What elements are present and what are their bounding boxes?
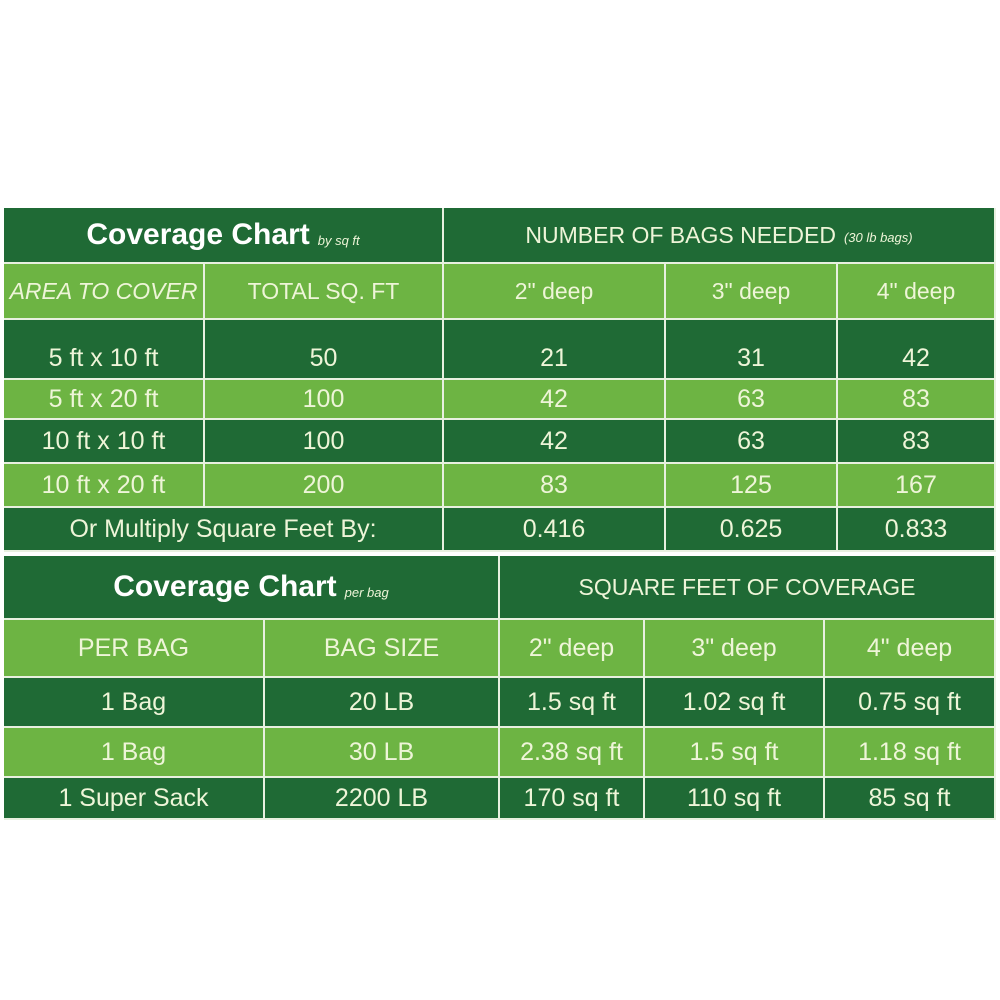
- table-cell: 5 ft x 20 ft: [4, 380, 205, 420]
- chart-subtitle: by sq ft: [317, 232, 360, 248]
- table-cell: 1 Super Sack: [4, 778, 265, 820]
- column-header: 4" deep: [838, 264, 996, 320]
- table-cell: 42: [444, 380, 666, 420]
- table-cell: 1 Bag: [4, 678, 265, 728]
- multiplier-value: 0.833: [838, 508, 996, 552]
- table-cell: 1 Bag: [4, 728, 265, 778]
- table-cell: 1.5 sq ft: [645, 728, 825, 778]
- table-cell: 100: [205, 380, 444, 420]
- table-cell: 83: [838, 380, 996, 420]
- column-header: 2" deep: [444, 264, 666, 320]
- group-header-sub: (30 lb bags): [843, 229, 913, 245]
- column-header: 2" deep: [500, 620, 645, 678]
- table-cell: 2.38 sq ft: [500, 728, 645, 778]
- table-cell: 1.02 sq ft: [645, 678, 825, 728]
- multiplier-label: Or Multiply Square Feet By:: [4, 508, 444, 552]
- table-cell: 10 ft x 20 ft: [4, 464, 205, 508]
- table-cell: 1.18 sq ft: [825, 728, 996, 778]
- table-cell: 10 ft x 10 ft: [4, 420, 205, 464]
- table-cell: 63: [666, 380, 838, 420]
- table-cell: 110 sq ft: [645, 778, 825, 820]
- table-cell: 42: [838, 320, 996, 380]
- table-cell: 1.5 sq ft: [500, 678, 645, 728]
- table-cell: 85 sq ft: [825, 778, 996, 820]
- table-cell: 30 LB: [265, 728, 500, 778]
- column-header: 3" deep: [645, 620, 825, 678]
- chart-title: Coverage Chart: [113, 570, 337, 603]
- table-cell: 63: [666, 420, 838, 464]
- table-cell: 100: [205, 420, 444, 464]
- table-cell: 0.75 sq ft: [825, 678, 996, 728]
- table-cell: 31: [666, 320, 838, 380]
- table-cell: 5 ft x 10 ft: [4, 320, 205, 380]
- column-header: 4" deep: [825, 620, 996, 678]
- column-header: BAG SIZE: [265, 620, 500, 678]
- table-cell: 50: [205, 320, 444, 380]
- table-cell: 83: [444, 464, 666, 508]
- chart2-title-cell: Coverage Chart per bag: [4, 556, 500, 620]
- column-header: AREA TO COVER: [4, 264, 205, 320]
- chart2-group-header: SQUARE FEET OF COVERAGE: [500, 556, 996, 620]
- table-cell: 170 sq ft: [500, 778, 645, 820]
- table-cell: 21: [444, 320, 666, 380]
- table-cell: 125: [666, 464, 838, 508]
- chart1-group-header: NUMBER OF BAGS NEEDED (30 lb bags): [444, 208, 996, 264]
- table-cell: 42: [444, 420, 666, 464]
- chart-title: Coverage Chart: [86, 218, 310, 251]
- chart-subtitle: per bag: [344, 584, 389, 600]
- column-header: TOTAL SQ. FT: [205, 264, 444, 320]
- table-cell: 83: [838, 420, 996, 464]
- column-header: 3" deep: [666, 264, 838, 320]
- table-cell: 167: [838, 464, 996, 508]
- table-cell: 2200 LB: [265, 778, 500, 820]
- table-cell: 200: [205, 464, 444, 508]
- table-cell: 20 LB: [265, 678, 500, 728]
- column-header: PER BAG: [4, 620, 265, 678]
- multiplier-value: 0.416: [444, 508, 666, 552]
- multiplier-value: 0.625: [666, 508, 838, 552]
- group-header-text: NUMBER OF BAGS NEEDED: [525, 221, 836, 248]
- chart1-title-cell: Coverage Chart by sq ft: [4, 208, 444, 264]
